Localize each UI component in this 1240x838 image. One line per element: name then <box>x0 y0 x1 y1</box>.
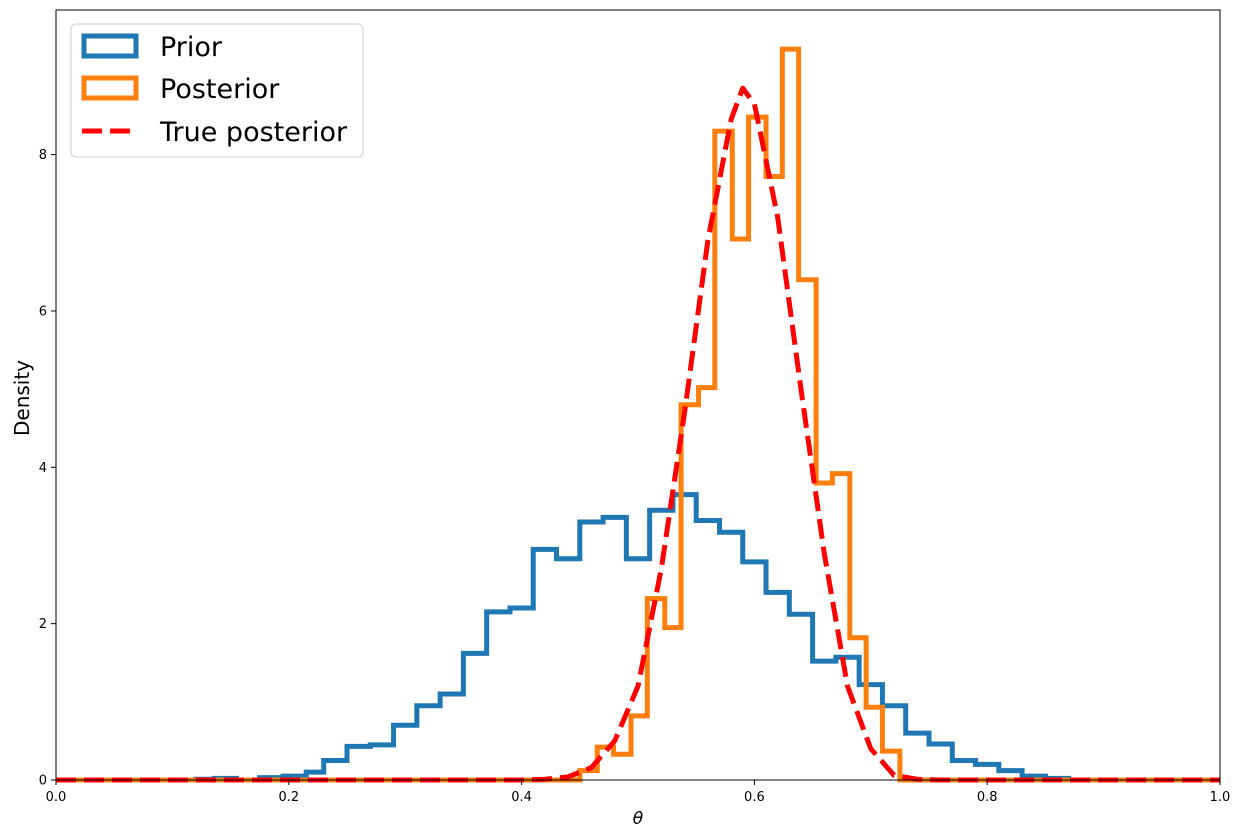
series-prior <box>56 492 1220 783</box>
x-tick-label: 0.4 <box>511 790 532 805</box>
plot-area <box>56 46 1220 783</box>
y-tick-label: 8 <box>39 148 47 163</box>
series-posterior <box>56 46 1220 783</box>
y-tick-label: 6 <box>39 304 47 319</box>
x-tick-label: 0.0 <box>46 790 67 805</box>
x-tick-label: 0.8 <box>977 790 998 805</box>
y-tick-label: 2 <box>39 617 47 632</box>
y-tick-label: 4 <box>39 461 47 476</box>
legend: Prior Posterior True posterior <box>70 23 364 158</box>
y-tick-label: 0 <box>39 774 47 789</box>
x-tick-label: 1.0 <box>1210 790 1231 805</box>
x-tick-label: 0.2 <box>278 790 299 805</box>
series-true-posterior <box>56 85 1220 783</box>
y-axis-label: Density <box>10 360 34 436</box>
legend-box <box>70 23 364 158</box>
legend-label-true-posterior: True posterior <box>159 117 348 148</box>
y-axis-ticks: 0 2 4 6 8 <box>39 148 56 789</box>
axes-frame <box>55 9 1221 781</box>
legend-swatch-posterior <box>81 75 139 101</box>
legend-label-posterior: Posterior <box>160 74 280 105</box>
x-tick-label: 0.6 <box>744 790 765 805</box>
x-axis-label: θ <box>633 809 644 829</box>
x-axis-ticks: 0.0 0.2 0.4 0.6 0.8 1.0 <box>46 780 1231 805</box>
legend-label-prior: Prior <box>160 32 223 63</box>
legend-swatch-prior <box>81 33 139 59</box>
